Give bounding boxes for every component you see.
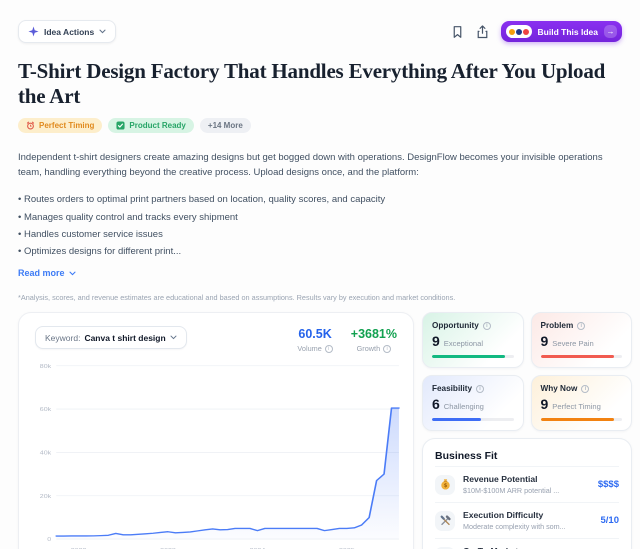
tools-icon [435, 510, 455, 531]
share-button[interactable] [476, 24, 489, 39]
keyword-value: Canva t shirt design [84, 332, 166, 343]
svg-text:2025: 2025 [339, 548, 355, 549]
build-this-idea-label: Build This Idea [537, 26, 598, 37]
growth-value: +3681% [350, 327, 397, 342]
score-value: 9 [432, 333, 440, 350]
growth-label-row: Growth [351, 344, 397, 353]
score-bar [540, 418, 622, 422]
read-more-link[interactable]: Read more [18, 268, 76, 278]
score-descriptor: Severe Pain [552, 339, 594, 349]
svg-text:2022: 2022 [71, 548, 87, 549]
svg-text:2023: 2023 [160, 548, 176, 549]
idea-actions-button[interactable]: Idea Actions [18, 20, 117, 43]
score-descriptor: Exceptional [443, 339, 484, 349]
keyword-trend-card: Keyword: Canva t shirt design 60.5K Volu… [18, 312, 414, 549]
svg-text:20k: 20k [40, 494, 52, 500]
revenue-potential-value: $$$$ [597, 479, 619, 491]
bullet-item: Routes orders to optimal print partners … [18, 193, 632, 207]
svg-text:2024: 2024 [250, 548, 266, 549]
execution-difficulty-value: 5/10 [600, 515, 620, 527]
business-fit-title: Business Fit [435, 450, 498, 463]
score-bar [540, 355, 622, 359]
arrow-right-icon: → [604, 25, 617, 38]
money-bag-icon: $ [435, 474, 455, 495]
chevron-down-icon [99, 29, 106, 34]
bookmark-button[interactable] [451, 25, 464, 39]
volume-stat: 60.5K Volume [297, 327, 333, 353]
idea-actions-label: Idea Actions [44, 26, 95, 37]
score-value: 6 [432, 396, 440, 413]
info-icon[interactable] [482, 321, 491, 330]
business-fit-card: Business Fit $ Revenue Potential $10M-$1… [422, 438, 632, 549]
info-icon[interactable] [577, 321, 586, 330]
content-row: Keyword: Canva t shirt design 60.5K Volu… [18, 312, 632, 549]
go-to-market-row[interactable]: Go-To-Market Exceptional potential with … [435, 538, 619, 549]
info-icon[interactable] [383, 344, 392, 353]
execution-difficulty-row[interactable]: Execution Difficulty Moderate complexity… [435, 502, 619, 538]
svg-text:0: 0 [47, 537, 51, 543]
chevron-down-icon [68, 271, 76, 276]
check-square-icon [116, 121, 125, 130]
feature-bullet-list: Routes orders to optimal print partners … [18, 193, 632, 259]
idea-intro-text: Independent t-shirt designers create ama… [18, 152, 603, 179]
top-toolbar: Idea Actions Build This Idea → [18, 20, 632, 43]
svg-text:60k: 60k [40, 407, 52, 413]
bullet-item: Handles customer service issues [18, 228, 632, 242]
volume-value: 60.5K [298, 327, 332, 342]
score-bar [432, 418, 514, 422]
disclaimer-text: *Analysis, scores, and revenue estimates… [18, 293, 456, 303]
trend-line-chart[interactable]: 0 20k 40k 60k 80k 2022 2023 2024 2025 [29, 359, 403, 549]
keyword-label: Keyword: [45, 332, 81, 343]
score-value: 9 [540, 333, 549, 350]
badge-perfect-timing[interactable]: Perfect Timing [18, 118, 103, 133]
toolbar-right-group: Build This Idea → [451, 21, 622, 42]
alarm-clock-icon [26, 121, 35, 130]
badge-product-ready[interactable]: Product Ready [108, 118, 194, 133]
page-title: T-Shirt Design Factory That Handles Ever… [18, 59, 606, 108]
info-icon[interactable] [324, 344, 333, 353]
bullet-item: Manages quality control and tracks every… [18, 211, 632, 225]
chevron-down-icon [170, 335, 177, 340]
score-descriptor: Perfect Timing [552, 402, 601, 412]
svg-text:80k: 80k [40, 364, 52, 370]
keyword-select[interactable]: Keyword: Canva t shirt design [35, 326, 187, 350]
build-this-idea-button[interactable]: Build This Idea → [500, 21, 622, 42]
growth-stat: +3681% Growth [351, 327, 397, 353]
info-icon[interactable] [581, 384, 590, 393]
sparkle-icon [28, 26, 39, 37]
badge-row: Perfect Timing Product Ready +14 More [18, 118, 632, 133]
volume-label-row: Volume [297, 344, 333, 353]
score-bar [432, 355, 514, 359]
svg-text:40k: 40k [40, 450, 52, 456]
info-icon[interactable] [476, 384, 485, 393]
svg-text:$: $ [443, 484, 447, 490]
score-descriptor: Challenging [443, 402, 484, 412]
score-value: 9 [540, 396, 549, 413]
badge-more-count[interactable]: +14 More [199, 118, 251, 133]
builder-logo-icon [505, 25, 532, 38]
bullet-item: Optimizes designs for different print... [18, 245, 632, 259]
chart-stats: 60.5K Volume +3681% Growth [297, 326, 397, 353]
revenue-potential-row[interactable]: $ Revenue Potential $10M-$100M ARR poten… [435, 466, 619, 502]
rocket-icon [435, 546, 455, 549]
chart-header: Keyword: Canva t shirt design 60.5K Volu… [29, 326, 403, 353]
